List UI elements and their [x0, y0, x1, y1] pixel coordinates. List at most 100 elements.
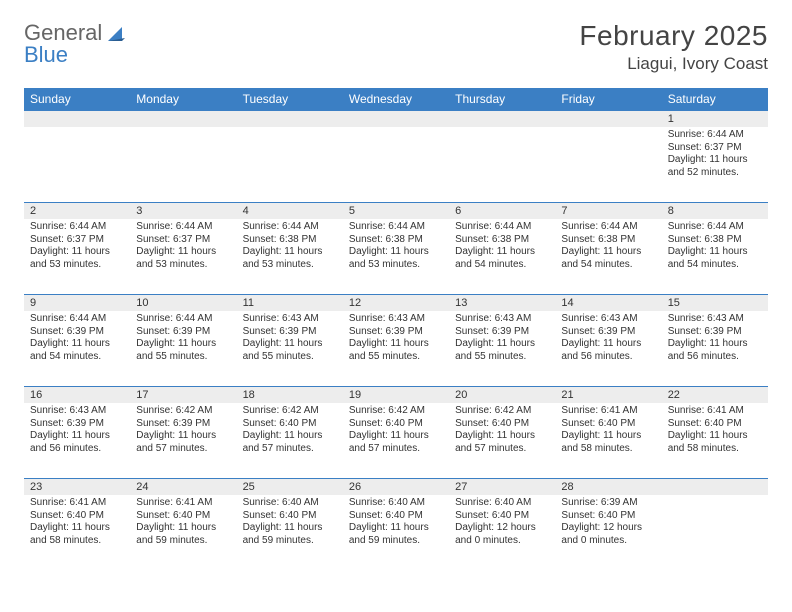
- month-title: February 2025: [579, 20, 768, 52]
- calendar-day-cell: [555, 111, 661, 203]
- day-number: [24, 111, 130, 127]
- sunrise-text: Sunrise: 6:40 AM: [455, 497, 549, 510]
- daylight-text: Daylight: 11 hours and 59 minutes.: [243, 522, 337, 547]
- day-content: Sunrise: 6:42 AMSunset: 6:40 PMDaylight:…: [237, 403, 343, 459]
- sunset-text: Sunset: 6:40 PM: [668, 418, 762, 431]
- daylight-text: Daylight: 11 hours and 56 minutes.: [668, 338, 762, 363]
- sunset-text: Sunset: 6:39 PM: [668, 326, 762, 339]
- day-content: Sunrise: 6:43 AMSunset: 6:39 PMDaylight:…: [343, 311, 449, 367]
- sunrise-text: Sunrise: 6:44 AM: [455, 221, 549, 234]
- calendar-day-cell: 11Sunrise: 6:43 AMSunset: 6:39 PMDayligh…: [237, 295, 343, 387]
- daylight-text: Daylight: 11 hours and 53 minutes.: [30, 246, 124, 271]
- sunrise-text: Sunrise: 6:42 AM: [243, 405, 337, 418]
- sunrise-text: Sunrise: 6:43 AM: [561, 313, 655, 326]
- day-content: Sunrise: 6:43 AMSunset: 6:39 PMDaylight:…: [662, 311, 768, 367]
- daylight-text: Daylight: 11 hours and 59 minutes.: [349, 522, 443, 547]
- daylight-text: Daylight: 12 hours and 0 minutes.: [561, 522, 655, 547]
- day-number: 7: [555, 203, 661, 219]
- sunset-text: Sunset: 6:39 PM: [561, 326, 655, 339]
- calendar-day-cell: 8Sunrise: 6:44 AMSunset: 6:38 PMDaylight…: [662, 203, 768, 295]
- day-number: [662, 479, 768, 495]
- sunrise-text: Sunrise: 6:41 AM: [561, 405, 655, 418]
- day-content: Sunrise: 6:40 AMSunset: 6:40 PMDaylight:…: [237, 495, 343, 551]
- day-number: 25: [237, 479, 343, 495]
- calendar-day-cell: 1Sunrise: 6:44 AMSunset: 6:37 PMDaylight…: [662, 111, 768, 203]
- calendar-day-cell: 15Sunrise: 6:43 AMSunset: 6:39 PMDayligh…: [662, 295, 768, 387]
- sunrise-text: Sunrise: 6:43 AM: [349, 313, 443, 326]
- daylight-text: Daylight: 11 hours and 57 minutes.: [349, 430, 443, 455]
- day-content: Sunrise: 6:43 AMSunset: 6:39 PMDaylight:…: [24, 403, 130, 459]
- calendar-day-cell: 14Sunrise: 6:43 AMSunset: 6:39 PMDayligh…: [555, 295, 661, 387]
- day-number: 12: [343, 295, 449, 311]
- calendar-day-cell: 7Sunrise: 6:44 AMSunset: 6:38 PMDaylight…: [555, 203, 661, 295]
- day-number: 20: [449, 387, 555, 403]
- day-content: Sunrise: 6:43 AMSunset: 6:39 PMDaylight:…: [449, 311, 555, 367]
- calendar-day-cell: 13Sunrise: 6:43 AMSunset: 6:39 PMDayligh…: [449, 295, 555, 387]
- daylight-text: Daylight: 11 hours and 55 minutes.: [136, 338, 230, 363]
- calendar-day-cell: 4Sunrise: 6:44 AMSunset: 6:38 PMDaylight…: [237, 203, 343, 295]
- sunset-text: Sunset: 6:39 PM: [136, 418, 230, 431]
- daylight-text: Daylight: 11 hours and 58 minutes.: [668, 430, 762, 455]
- calendar-day-cell: 24Sunrise: 6:41 AMSunset: 6:40 PMDayligh…: [130, 479, 236, 571]
- sunset-text: Sunset: 6:40 PM: [136, 510, 230, 523]
- sunset-text: Sunset: 6:40 PM: [243, 510, 337, 523]
- day-content: Sunrise: 6:40 AMSunset: 6:40 PMDaylight:…: [449, 495, 555, 551]
- sunrise-text: Sunrise: 6:44 AM: [349, 221, 443, 234]
- day-content: Sunrise: 6:44 AMSunset: 6:39 PMDaylight:…: [130, 311, 236, 367]
- sunrise-text: Sunrise: 6:42 AM: [136, 405, 230, 418]
- sunrise-text: Sunrise: 6:44 AM: [668, 221, 762, 234]
- sunset-text: Sunset: 6:40 PM: [455, 418, 549, 431]
- calendar-header-row: Sunday Monday Tuesday Wednesday Thursday…: [24, 88, 768, 111]
- daylight-text: Daylight: 11 hours and 53 minutes.: [243, 246, 337, 271]
- sunrise-text: Sunrise: 6:41 AM: [30, 497, 124, 510]
- day-content: Sunrise: 6:39 AMSunset: 6:40 PMDaylight:…: [555, 495, 661, 551]
- day-number: 13: [449, 295, 555, 311]
- calendar-day-cell: 25Sunrise: 6:40 AMSunset: 6:40 PMDayligh…: [237, 479, 343, 571]
- daylight-text: Daylight: 11 hours and 55 minutes.: [455, 338, 549, 363]
- day-content: Sunrise: 6:42 AMSunset: 6:39 PMDaylight:…: [130, 403, 236, 459]
- day-number: 8: [662, 203, 768, 219]
- calendar-day-cell: [24, 111, 130, 203]
- sunrise-text: Sunrise: 6:41 AM: [136, 497, 230, 510]
- day-number: 6: [449, 203, 555, 219]
- daylight-text: Daylight: 12 hours and 0 minutes.: [455, 522, 549, 547]
- sunrise-text: Sunrise: 6:44 AM: [30, 221, 124, 234]
- sunset-text: Sunset: 6:39 PM: [30, 418, 124, 431]
- sunrise-text: Sunrise: 6:43 AM: [243, 313, 337, 326]
- daylight-text: Daylight: 11 hours and 54 minutes.: [455, 246, 549, 271]
- sunset-text: Sunset: 6:38 PM: [561, 234, 655, 247]
- daylight-text: Daylight: 11 hours and 53 minutes.: [136, 246, 230, 271]
- calendar-day-cell: 26Sunrise: 6:40 AMSunset: 6:40 PMDayligh…: [343, 479, 449, 571]
- day-number: 22: [662, 387, 768, 403]
- sunset-text: Sunset: 6:39 PM: [30, 326, 124, 339]
- daylight-text: Daylight: 11 hours and 53 minutes.: [349, 246, 443, 271]
- day-number: 18: [237, 387, 343, 403]
- calendar-day-cell: 18Sunrise: 6:42 AMSunset: 6:40 PMDayligh…: [237, 387, 343, 479]
- sunset-text: Sunset: 6:40 PM: [561, 418, 655, 431]
- daylight-text: Daylight: 11 hours and 55 minutes.: [349, 338, 443, 363]
- day-content: Sunrise: 6:44 AMSunset: 6:37 PMDaylight:…: [130, 219, 236, 275]
- daylight-text: Daylight: 11 hours and 56 minutes.: [30, 430, 124, 455]
- calendar-day-cell: 16Sunrise: 6:43 AMSunset: 6:39 PMDayligh…: [24, 387, 130, 479]
- sunset-text: Sunset: 6:40 PM: [455, 510, 549, 523]
- col-header-sunday: Sunday: [24, 88, 130, 111]
- sunset-text: Sunset: 6:40 PM: [349, 418, 443, 431]
- calendar-day-cell: 12Sunrise: 6:43 AMSunset: 6:39 PMDayligh…: [343, 295, 449, 387]
- calendar-day-cell: 27Sunrise: 6:40 AMSunset: 6:40 PMDayligh…: [449, 479, 555, 571]
- day-content: Sunrise: 6:43 AMSunset: 6:39 PMDaylight:…: [555, 311, 661, 367]
- day-content: Sunrise: 6:44 AMSunset: 6:39 PMDaylight:…: [24, 311, 130, 367]
- day-number: 15: [662, 295, 768, 311]
- calendar-table: Sunday Monday Tuesday Wednesday Thursday…: [24, 88, 768, 571]
- calendar-day-cell: [343, 111, 449, 203]
- day-content: Sunrise: 6:43 AMSunset: 6:39 PMDaylight:…: [237, 311, 343, 367]
- calendar-day-cell: 19Sunrise: 6:42 AMSunset: 6:40 PMDayligh…: [343, 387, 449, 479]
- sunrise-text: Sunrise: 6:40 AM: [349, 497, 443, 510]
- day-number: 23: [24, 479, 130, 495]
- day-content: Sunrise: 6:44 AMSunset: 6:38 PMDaylight:…: [449, 219, 555, 275]
- calendar-day-cell: 5Sunrise: 6:44 AMSunset: 6:38 PMDaylight…: [343, 203, 449, 295]
- col-header-wednesday: Wednesday: [343, 88, 449, 111]
- sunset-text: Sunset: 6:38 PM: [243, 234, 337, 247]
- day-content: Sunrise: 6:44 AMSunset: 6:37 PMDaylight:…: [24, 219, 130, 275]
- day-number: 26: [343, 479, 449, 495]
- sunrise-text: Sunrise: 6:44 AM: [30, 313, 124, 326]
